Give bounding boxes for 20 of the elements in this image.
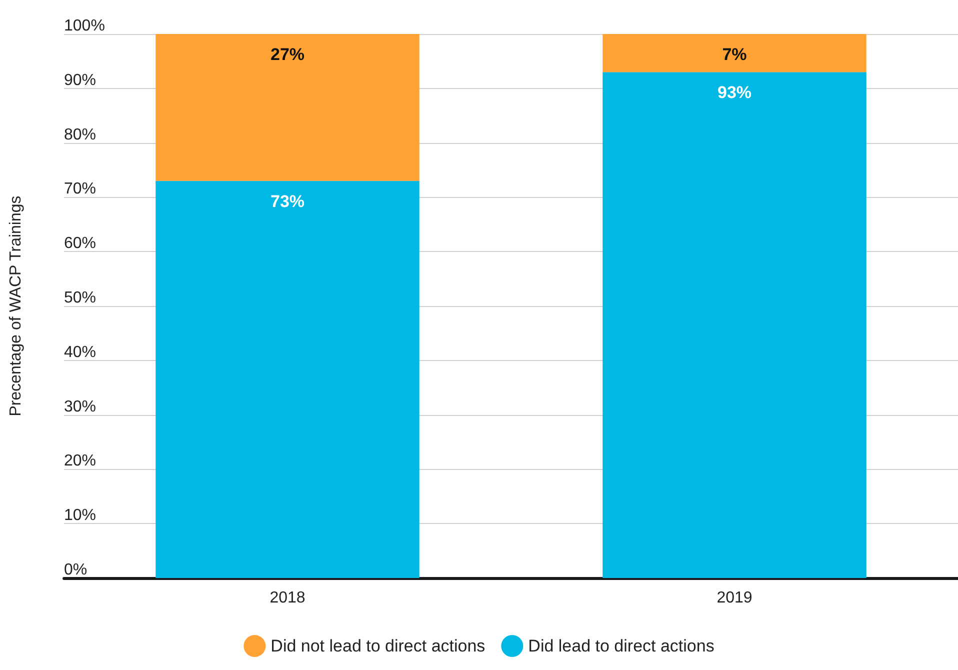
data-label: 7% (722, 45, 747, 64)
y-tick-label: 30% (64, 398, 96, 416)
y-tick-label: 40% (64, 344, 96, 361)
y-tick-label: 100% (64, 18, 105, 34)
data-label: 93% (717, 83, 752, 102)
legend-label: Did not lead to direct actions (270, 636, 486, 656)
y-tick-label: 60% (64, 235, 96, 252)
data-label: 27% (270, 45, 305, 64)
data-label: 73% (270, 192, 305, 211)
y-tick-label: 20% (64, 452, 96, 470)
y-tick-label: 70% (64, 180, 96, 198)
x-tick-label: 2019 (716, 590, 752, 606)
y-axis-title: Precentage of WACP Trainings (8, 196, 24, 416)
y-tick-label: 80% (64, 126, 96, 144)
y-tick-label: 90% (64, 72, 96, 89)
legend-label: Did lead to direct actions (528, 636, 714, 656)
x-tick-label: 2018 (270, 590, 306, 606)
y-tick-label: 0% (64, 562, 88, 578)
y-tick-label: 50% (64, 290, 96, 306)
y-tick-label: 10% (64, 507, 96, 524)
